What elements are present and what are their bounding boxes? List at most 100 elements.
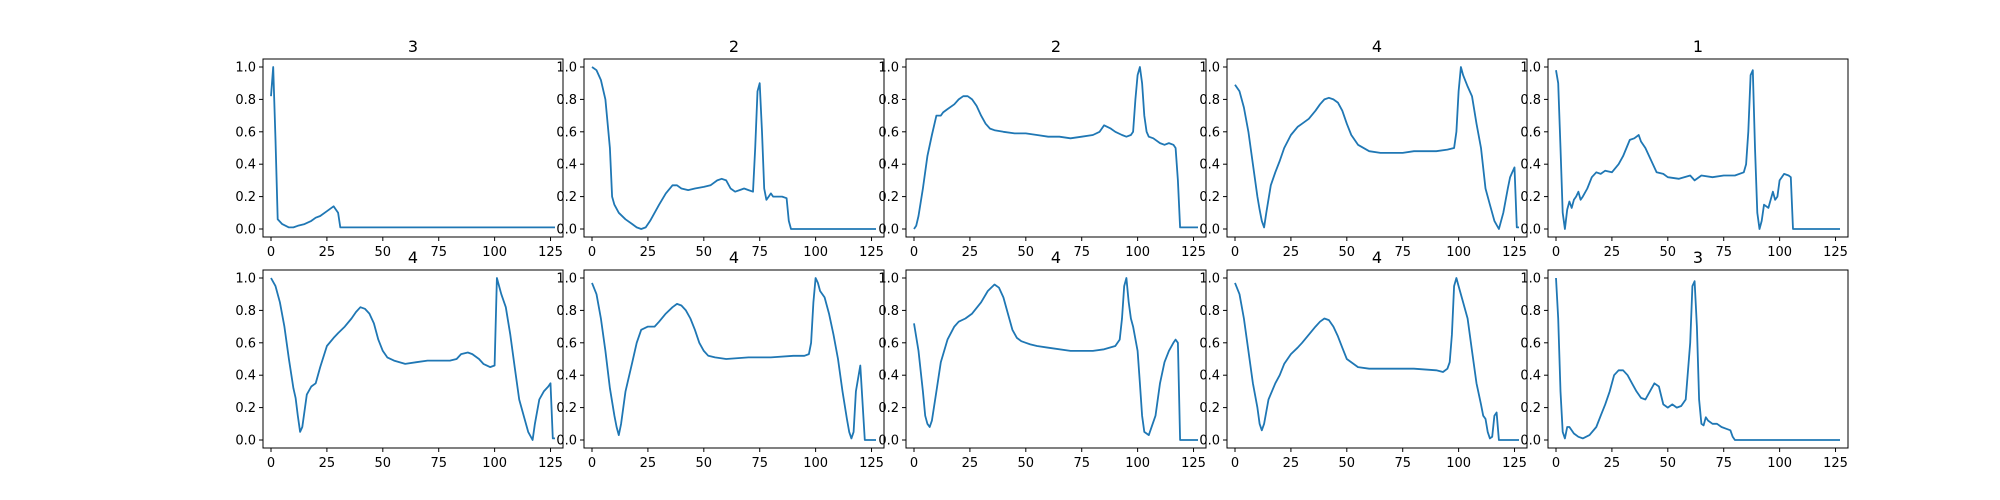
x-tick-label: 125 (1823, 456, 1848, 471)
x-tick-label: 50 (696, 456, 713, 471)
y-tick-label: 0.8 (878, 93, 899, 108)
y-tick-label: 0.2 (235, 401, 256, 416)
x-tick-label: 50 (1339, 245, 1356, 260)
x-tick-label: 100 (1125, 245, 1150, 260)
y-tick-label: 0.0 (556, 434, 577, 449)
y-tick-label: 0.4 (235, 369, 256, 384)
y-tick-label: 0.8 (878, 304, 899, 319)
x-tick-label: 75 (1394, 245, 1411, 260)
x-tick-label: 100 (803, 456, 828, 471)
y-tick-label: 0.8 (1520, 304, 1541, 319)
y-tick-label: 0.6 (1199, 125, 1220, 140)
y-tick-label: 0.4 (556, 369, 577, 384)
panel-title: 4 (729, 248, 739, 267)
x-tick-label: 75 (430, 456, 447, 471)
x-tick-label: 25 (962, 456, 979, 471)
y-tick-label: 1.0 (556, 272, 577, 287)
y-tick-label: 1.0 (878, 61, 899, 76)
y-tick-label: 0.8 (1199, 304, 1220, 319)
x-tick-label: 125 (1502, 456, 1527, 471)
series-line (591, 66, 876, 230)
y-tick-label: 0.2 (878, 190, 899, 205)
axes-frame (905, 58, 1207, 238)
chart-panel: 2 0.0 0.2 0.4 0.6 0.8 1.0 0 25 50 75 100 125 (556, 37, 885, 260)
y-tick-label: 1.0 (1520, 61, 1541, 76)
y-tick-label: 0.8 (1199, 93, 1220, 108)
x-tick-label: 75 (1715, 245, 1732, 260)
chart-panel: 3 0.0 0.2 0.4 0.6 0.8 1.0 0 25 50 75 100 125 (235, 37, 564, 260)
y-tick-label: 0.6 (556, 336, 577, 351)
y-tick-label: 0.4 (1520, 158, 1541, 173)
x-tick-label: 50 (1339, 456, 1356, 471)
y-tick-label: 0.0 (878, 434, 899, 449)
chart-panel: 4 0.0 0.2 0.4 0.6 0.8 1.0 0 25 50 75 100 125 (235, 248, 564, 471)
x-tick-label: 0 (910, 245, 918, 260)
x-tick-label: 125 (1502, 245, 1527, 260)
y-tick-label: 0.2 (1199, 190, 1220, 205)
series-line (913, 277, 1198, 441)
x-tick-label: 0 (910, 456, 918, 471)
x-tick-label: 100 (1446, 245, 1471, 260)
x-tick-label: 25 (1604, 245, 1621, 260)
series-line (1234, 66, 1519, 230)
chart-panel: 2 0.0 0.2 0.4 0.6 0.8 1.0 0 25 50 75 100 125 (878, 37, 1207, 260)
x-tick-label: 25 (640, 245, 657, 260)
y-tick-label: 1.0 (235, 61, 256, 76)
y-tick-label: 0.4 (1199, 369, 1220, 384)
y-tick-label: 1.0 (1520, 272, 1541, 287)
y-tick-label: 0.8 (556, 304, 577, 319)
series-line (1234, 277, 1519, 441)
y-tick-label: 0.4 (878, 158, 899, 173)
series-line (270, 66, 555, 229)
y-tick-label: 0.4 (1199, 158, 1220, 173)
y-tick-label: 0.0 (1199, 223, 1220, 238)
x-tick-label: 125 (1823, 245, 1848, 260)
x-tick-label: 0 (1231, 245, 1239, 260)
y-tick-label: 0.6 (235, 336, 256, 351)
x-tick-label: 75 (430, 245, 447, 260)
x-tick-label: 25 (319, 245, 336, 260)
y-tick-label: 0.6 (1520, 125, 1541, 140)
x-tick-label: 100 (1767, 245, 1792, 260)
y-tick-label: 0.6 (1199, 336, 1220, 351)
y-tick-label: 0.6 (878, 125, 899, 140)
y-tick-label: 1.0 (1199, 272, 1220, 287)
axes-frame (1226, 269, 1528, 449)
x-tick-label: 25 (319, 456, 336, 471)
y-tick-label: 0.4 (878, 369, 899, 384)
y-tick-label: 0.2 (1199, 401, 1220, 416)
panel-title: 2 (1051, 37, 1061, 56)
y-tick-label: 0.8 (235, 304, 256, 319)
x-tick-label: 100 (1767, 456, 1792, 471)
axes-frame (1547, 269, 1849, 449)
x-tick-label: 75 (1073, 456, 1090, 471)
x-tick-label: 100 (482, 456, 507, 471)
x-tick-label: 50 (696, 245, 713, 260)
y-tick-label: 0.0 (235, 223, 256, 238)
y-tick-label: 1.0 (556, 61, 577, 76)
y-tick-label: 0.2 (556, 401, 577, 416)
x-tick-label: 0 (1552, 245, 1560, 260)
y-tick-label: 0.0 (1199, 434, 1220, 449)
chart-panel: 1 0.0 0.2 0.4 0.6 0.8 1.0 0 25 50 75 100 125 (1520, 37, 1849, 260)
y-tick-label: 0.2 (878, 401, 899, 416)
y-tick-label: 0.0 (235, 434, 256, 449)
x-tick-label: 100 (482, 245, 507, 260)
x-tick-label: 75 (1394, 456, 1411, 471)
x-tick-label: 100 (803, 245, 828, 260)
series-line (1555, 69, 1840, 230)
y-tick-label: 0.0 (556, 223, 577, 238)
x-tick-label: 0 (588, 456, 596, 471)
x-tick-label: 125 (859, 245, 884, 260)
y-tick-label: 0.8 (556, 93, 577, 108)
x-tick-label: 75 (1715, 456, 1732, 471)
x-tick-label: 125 (1181, 245, 1206, 260)
x-tick-label: 125 (538, 456, 563, 471)
x-tick-label: 0 (1231, 456, 1239, 471)
y-tick-label: 0.0 (1520, 434, 1541, 449)
y-tick-label: 0.6 (1520, 336, 1541, 351)
axes-frame (1226, 58, 1528, 238)
panel-title: 3 (408, 37, 418, 56)
axes-frame (583, 58, 885, 238)
y-tick-label: 0.0 (878, 223, 899, 238)
